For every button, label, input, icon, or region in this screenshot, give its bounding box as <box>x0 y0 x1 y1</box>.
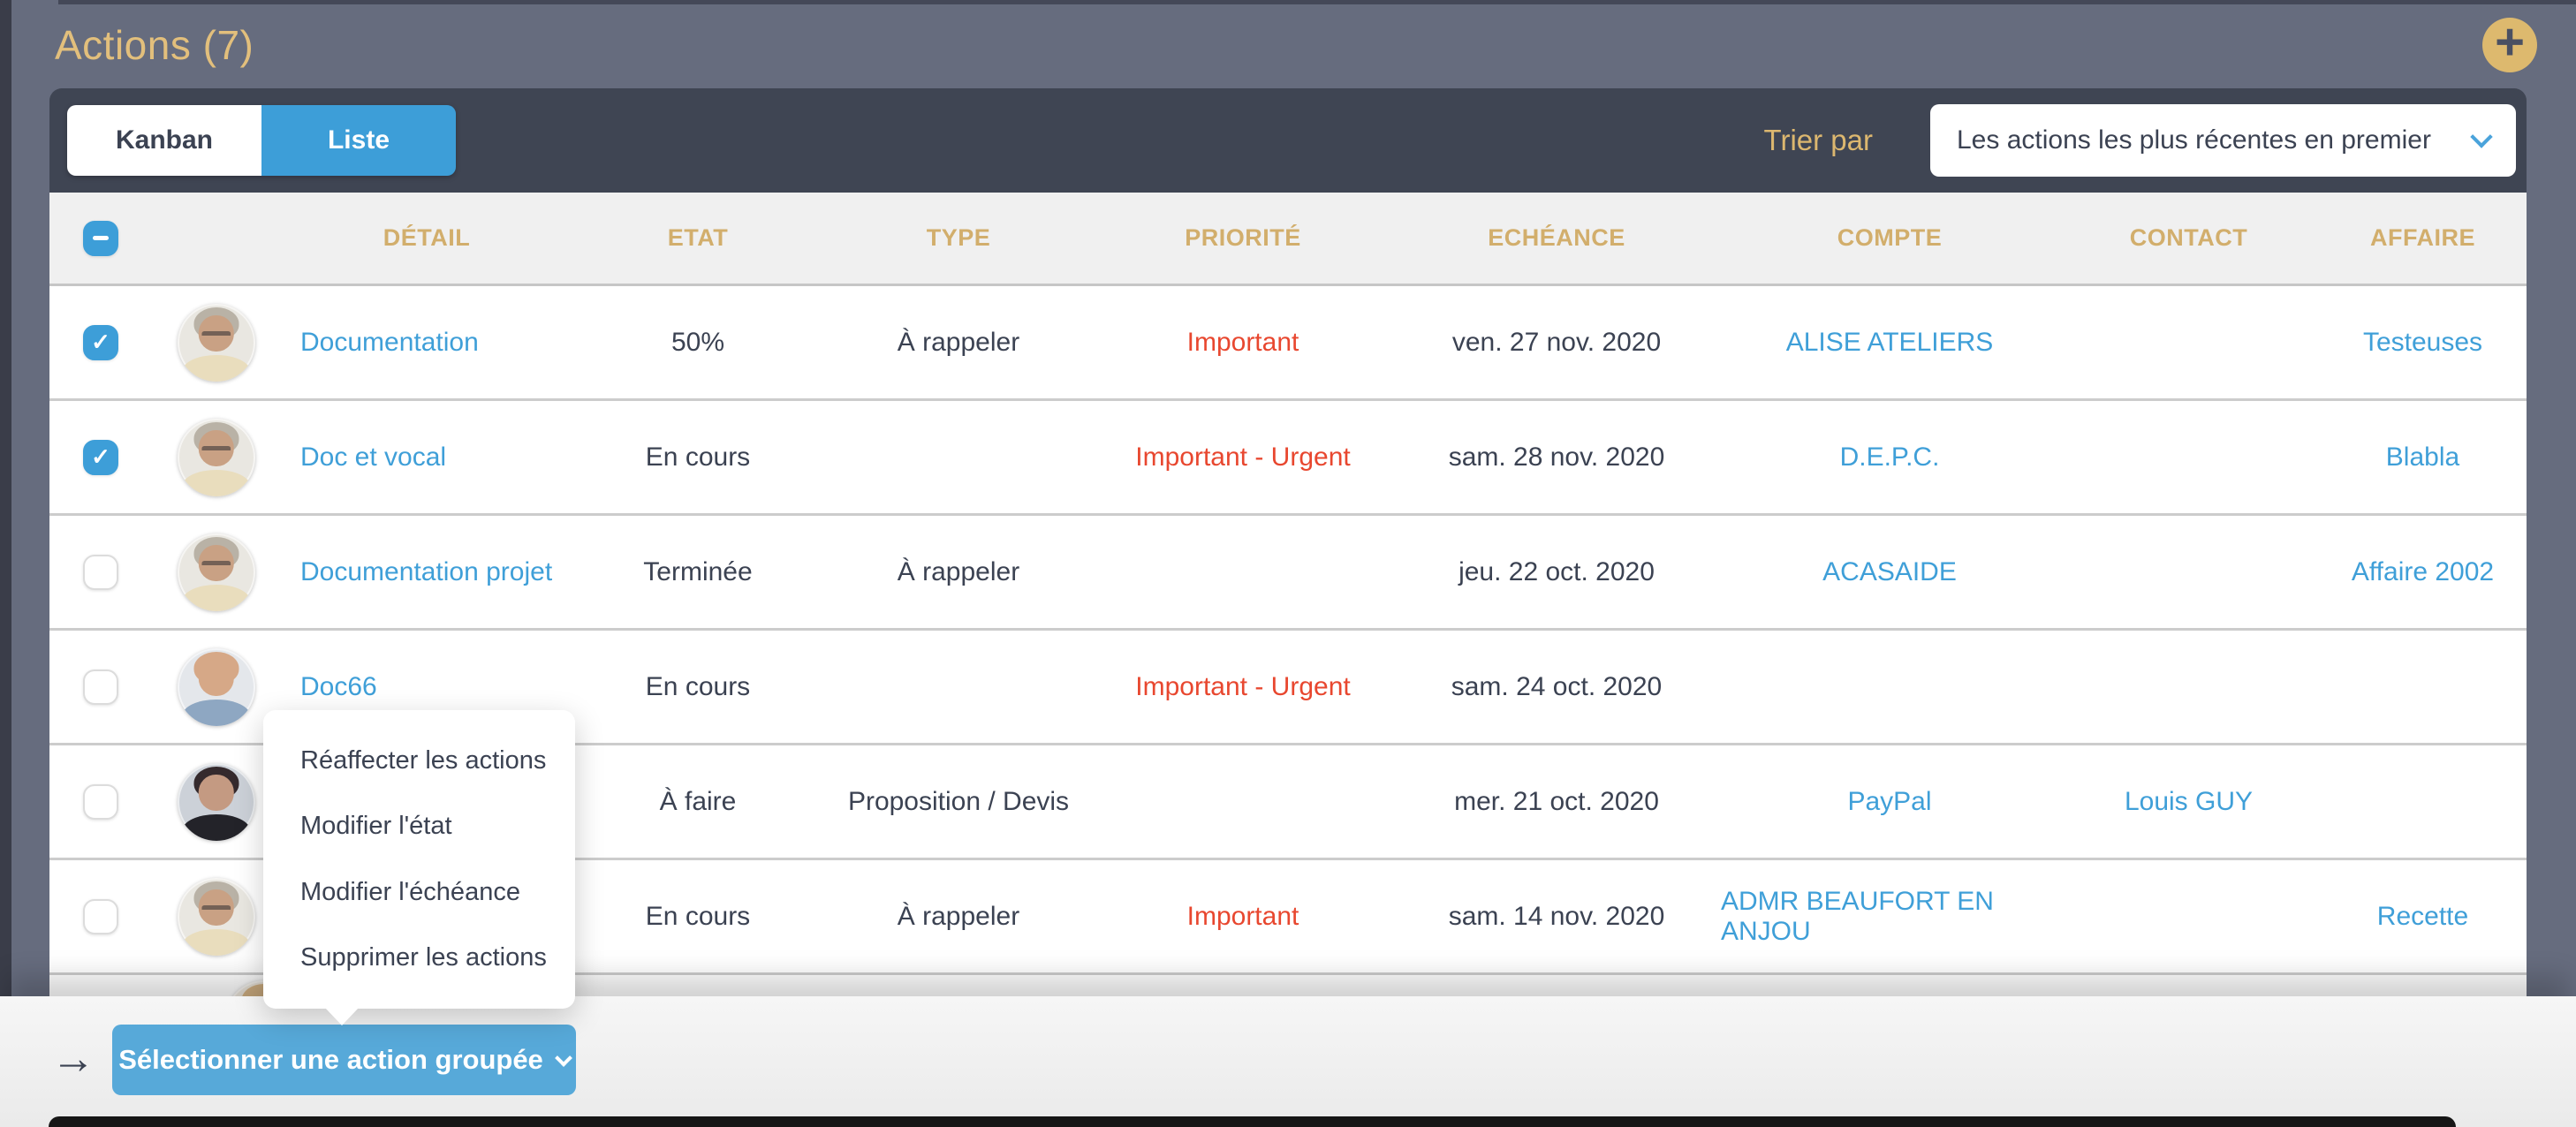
bottom-window-edge <box>49 1116 2456 1127</box>
page-title: Actions (7) <box>55 22 254 68</box>
avatar <box>178 647 255 726</box>
type-cell: Proposition / Devis <box>847 786 1070 816</box>
column-header-affaire[interactable]: AFFAIRE <box>2369 224 2475 251</box>
compte-link[interactable]: ADMR BEAUFORT EN ANJOU <box>1721 886 1994 946</box>
glasses-icon <box>201 331 231 338</box>
column-header-priorite[interactable]: PRIORITÉ <box>1185 224 1301 251</box>
compte-link[interactable]: PayPal <box>1847 786 1932 816</box>
bulk-action-button[interactable]: Sélectionner une action groupée <box>112 1025 576 1095</box>
affaire-link[interactable]: Testeuses <box>2362 327 2483 357</box>
column-header-compte[interactable]: COMPTE <box>1837 224 1943 251</box>
action-detail-link[interactable]: Documentation <box>300 327 479 357</box>
affaire-link[interactable]: Blabla <box>2385 442 2460 472</box>
select-all-checkbox[interactable] <box>83 220 118 256</box>
row-checkbox[interactable]: ✓ <box>83 324 118 360</box>
sort-label: Trier par <box>1763 124 1873 156</box>
row-checkbox[interactable]: ✓ <box>83 439 118 475</box>
menu-item-edit-state[interactable]: Modifier l'état <box>300 812 452 841</box>
etat-cell: Terminée <box>643 556 753 586</box>
chevron-down-icon <box>2470 125 2493 148</box>
arrow-right-icon[interactable]: → <box>51 1033 95 1083</box>
priorite-cell: Important - Urgent <box>1135 442 1351 472</box>
action-detail-link[interactable]: Documentation projet <box>300 556 553 586</box>
column-header-etat[interactable]: ETAT <box>667 224 729 251</box>
affaire-link[interactable]: Recette <box>2376 901 2469 931</box>
column-header-detail[interactable]: DÉTAIL <box>383 224 471 251</box>
check-icon: ✓ <box>91 329 110 355</box>
column-header-type[interactable]: TYPE <box>926 224 991 251</box>
compte-link[interactable]: ACASAIDE <box>1822 556 1957 586</box>
action-detail-link[interactable]: Doc et vocal <box>300 442 447 472</box>
priorite-cell: Important <box>1186 901 1299 931</box>
table-header: DÉTAIL ETAT TYPE PRIORITÉ ECHÉANCE COMPT… <box>49 193 2527 286</box>
tab-kanban[interactable]: Kanban <box>67 105 261 176</box>
avatar <box>178 533 255 611</box>
contact-link[interactable]: Louis GUY <box>2124 786 2254 816</box>
priorite-cell: Important <box>1186 327 1299 357</box>
echeance-cell: sam. 28 nov. 2020 <box>1448 442 1665 472</box>
echeance-cell: mer. 21 oct. 2020 <box>1454 786 1659 816</box>
avatar <box>178 762 255 841</box>
add-action-button[interactable]: + <box>2482 13 2537 72</box>
view-toggle: Kanban Liste <box>67 105 456 176</box>
tab-liste[interactable]: Liste <box>261 105 456 176</box>
menu-tail-pointer <box>325 1008 359 1025</box>
glasses-icon <box>201 561 231 568</box>
footer-bar: → Sélectionner une action groupée <box>0 996 2576 1127</box>
echeance-cell: jeu. 22 oct. 2020 <box>1458 556 1655 586</box>
chevron-down-icon <box>554 1049 572 1067</box>
sort-selected-value: Les actions les plus récentes en premier <box>1957 125 2431 155</box>
plus-icon: + <box>2495 13 2525 71</box>
affaire-link[interactable]: Affaire 2002 <box>2351 556 2495 586</box>
row-checkbox[interactable]: ✓ <box>83 783 118 820</box>
table-row: ✓ Documentation 50% À rappeler Important… <box>49 286 2527 401</box>
priorite-cell: Important - Urgent <box>1135 671 1351 701</box>
row-checkbox[interactable]: ✓ <box>83 898 118 934</box>
type-cell: À rappeler <box>897 901 1020 931</box>
etat-cell: 50% <box>671 327 725 357</box>
avatar <box>178 303 255 382</box>
action-detail-link[interactable]: Doc66 <box>300 671 377 701</box>
echeance-cell: sam. 24 oct. 2020 <box>1451 671 1663 701</box>
column-header-echeance[interactable]: ECHÉANCE <box>1488 224 1625 251</box>
menu-item-edit-due-date[interactable]: Modifier l'échéance <box>300 877 520 906</box>
bulk-action-label: Sélectionner une action groupée <box>118 1044 543 1075</box>
left-edge-strip <box>0 0 11 996</box>
select-all-cell <box>49 220 152 256</box>
type-cell: À rappeler <box>897 556 1020 586</box>
bulk-actions-menu: Réaffecter les actions Modifier l'état M… <box>263 710 575 1025</box>
type-cell: À rappeler <box>897 327 1020 357</box>
compte-link[interactable]: D.E.P.C. <box>1839 442 1940 472</box>
row-checkbox[interactable]: ✓ <box>83 554 118 590</box>
check-icon: ✓ <box>91 443 110 470</box>
etat-cell: En cours <box>645 442 751 472</box>
menu-item-delete-actions[interactable]: Supprimer les actions <box>300 943 547 972</box>
glasses-icon <box>201 446 231 453</box>
avatar <box>178 877 255 956</box>
echeance-cell: ven. 27 nov. 2020 <box>1451 327 1662 357</box>
minus-icon <box>93 236 109 240</box>
glasses-icon <box>201 905 231 912</box>
menu-item-reassign-actions[interactable]: Réaffecter les actions <box>300 745 547 775</box>
toolbar: Kanban Liste Trier par Les actions les p… <box>49 88 2527 193</box>
etat-cell: À faire <box>659 786 737 816</box>
etat-cell: En cours <box>645 671 751 701</box>
table-row: ✓ Documentation projet Terminée À rappel… <box>49 516 2527 631</box>
compte-link[interactable]: ALISE ATELIERS <box>1785 327 1994 357</box>
sort-select[interactable]: Les actions les plus récentes en premier <box>1930 104 2516 177</box>
column-header-contact[interactable]: CONTACT <box>2129 224 2248 251</box>
echeance-cell: sam. 14 nov. 2020 <box>1448 901 1665 931</box>
avatar <box>178 418 255 496</box>
top-edge-shadow <box>58 0 2576 4</box>
row-checkbox[interactable]: ✓ <box>83 669 118 705</box>
table-row: ✓ Doc et vocal En cours Important - Urge… <box>49 401 2527 516</box>
etat-cell: En cours <box>645 901 751 931</box>
